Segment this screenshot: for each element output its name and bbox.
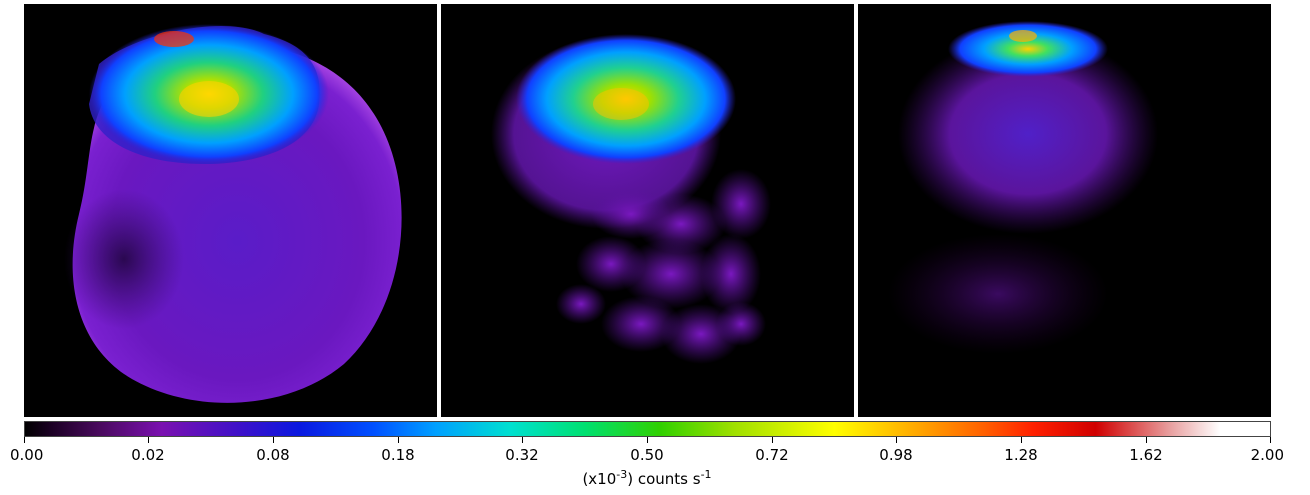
colorbar-tick-label: 0.98: [879, 446, 913, 464]
axis-label-exponent: -3: [616, 468, 628, 481]
colorbar-tick: [398, 437, 399, 443]
colorbar-tick-label: 0.08: [256, 446, 290, 464]
colorbar-tick: [273, 437, 274, 443]
axis-label-prefix: (x10: [582, 470, 617, 488]
colorbar-tick-label: 0.32: [505, 446, 539, 464]
colorbar-axis-label: (x10-3) counts s-1: [582, 468, 711, 488]
emission-panel-2: [441, 4, 854, 417]
colorbar-tick: [896, 437, 897, 443]
axis-label-unit: ) counts s: [627, 470, 701, 488]
colorbar-tick: [647, 437, 648, 443]
colorbar-tick: [1021, 437, 1022, 443]
colorbar-tick: [772, 437, 773, 443]
colorbar-tick: [1146, 437, 1147, 443]
colorbar-tick-label: 0.50: [630, 446, 664, 464]
colorbar-tick-label: 0.00: [9, 446, 44, 464]
emission-map-1: [64, 24, 402, 403]
colorbar-tick-label: 0.02: [131, 446, 165, 464]
emission-map-2: [491, 34, 771, 364]
colorbar-tick-label: 1.28: [1004, 446, 1038, 464]
axis-label-unit-exponent: -1: [700, 468, 712, 481]
colorbar-tick: [148, 437, 149, 443]
colorbar-tick-label: 1.62: [1129, 446, 1163, 464]
colorbar-tick-label: 0.18: [381, 446, 415, 464]
emission-panel-1: [24, 4, 437, 417]
colorbar: [24, 421, 1271, 437]
colorbar-tick-label: 2.00: [1250, 446, 1285, 464]
colorbar-tick: [1270, 437, 1271, 443]
colorbar-tick-label: 0.72: [755, 446, 789, 464]
emission-map-3: [888, 21, 1158, 354]
colorbar-tick: [24, 437, 25, 443]
colorbar-tick: [522, 437, 523, 443]
emission-panel-3: [858, 4, 1271, 417]
